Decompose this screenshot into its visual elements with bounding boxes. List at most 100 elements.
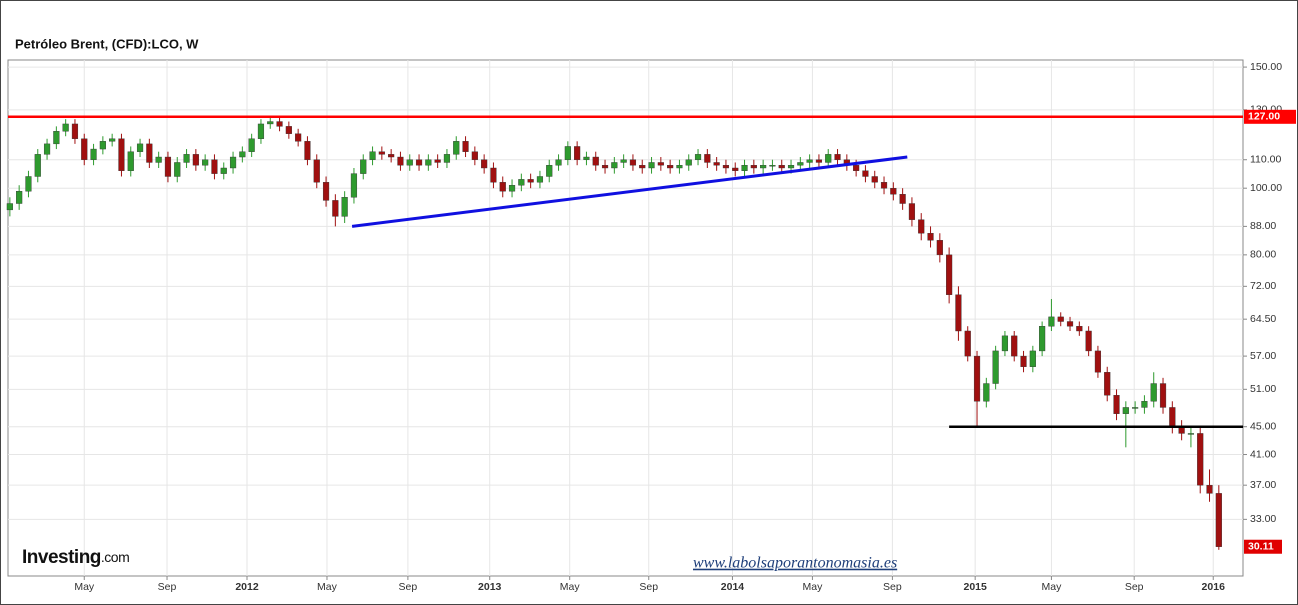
candle-body xyxy=(946,254,953,295)
candle-body xyxy=(1215,493,1222,547)
candle-body xyxy=(53,131,60,145)
candle-body xyxy=(1122,407,1129,414)
y-tick-label: 100.00 xyxy=(1250,182,1282,194)
candle-body xyxy=(127,151,134,171)
candle-body xyxy=(639,165,646,169)
x-tick-label: May xyxy=(560,581,581,593)
candle-body xyxy=(239,151,246,158)
candle-body xyxy=(880,182,888,189)
candle-body xyxy=(118,138,125,171)
candle-body xyxy=(583,156,590,160)
candle-body xyxy=(564,146,571,160)
y-tick-label: 45.00 xyxy=(1250,420,1276,432)
candle-body xyxy=(453,141,460,155)
candle-body xyxy=(202,159,209,166)
candle-body xyxy=(713,162,720,166)
candle-body xyxy=(1187,433,1195,435)
candle-body xyxy=(1057,316,1064,322)
candle-body xyxy=(927,233,934,241)
candle-body xyxy=(778,165,785,169)
candle-body xyxy=(620,159,627,163)
candle-body xyxy=(229,156,237,169)
candle-body xyxy=(1132,407,1139,409)
x-tick-label: Sep xyxy=(639,581,658,593)
candle-body xyxy=(667,165,674,169)
candle-body xyxy=(183,154,190,163)
candle-body xyxy=(601,165,609,169)
candle-body xyxy=(546,165,553,177)
watermark: www.labolsaporantonomasia.es xyxy=(693,555,897,572)
candle-body xyxy=(787,165,795,169)
candle-body xyxy=(871,176,878,183)
y-tick-label: 41.00 xyxy=(1250,448,1276,460)
candle-body xyxy=(369,151,376,160)
candle-body xyxy=(1094,350,1102,373)
candle-body xyxy=(769,165,776,167)
candle-body xyxy=(955,294,962,332)
candle-body xyxy=(508,185,516,192)
candle-body xyxy=(34,154,41,177)
candle-body xyxy=(81,138,88,160)
candle-body xyxy=(90,148,97,160)
candle-body xyxy=(434,159,441,163)
candle-body xyxy=(71,123,79,139)
candle-body xyxy=(648,162,655,169)
x-tick-label: 2014 xyxy=(721,581,745,593)
x-tick-label: May xyxy=(1042,581,1063,593)
candle-body xyxy=(109,138,116,142)
y-tick-label: 150.00 xyxy=(1250,61,1282,73)
candle-body xyxy=(25,176,32,192)
candle-body xyxy=(406,159,413,166)
y-tick-label: 64.50 xyxy=(1250,313,1276,325)
candle-body xyxy=(378,151,385,155)
candle-body xyxy=(1141,401,1148,408)
candle-body xyxy=(481,159,488,169)
candle-body xyxy=(741,165,748,171)
candle-body xyxy=(918,219,925,234)
candle-body xyxy=(1104,372,1111,396)
x-tick-label: Sep xyxy=(158,581,177,593)
y-tick-label: 110.00 xyxy=(1250,154,1281,166)
candle-body xyxy=(750,165,757,169)
candle-body xyxy=(704,154,711,163)
candle-body xyxy=(834,154,841,160)
candle-body xyxy=(992,350,999,384)
candle-body xyxy=(313,159,320,183)
y-tick-label: 57.00 xyxy=(1250,350,1276,362)
candle-body xyxy=(6,203,13,211)
x-tick-label: 2012 xyxy=(235,581,259,593)
candle-body xyxy=(146,143,153,163)
last-price-box xyxy=(1244,539,1282,554)
y-tick-label: 51.00 xyxy=(1250,383,1276,395)
candle-body xyxy=(574,146,581,160)
candle-body xyxy=(462,141,469,152)
candle-body xyxy=(657,162,664,166)
candle-body xyxy=(1159,383,1167,408)
x-tick-label: Sep xyxy=(399,581,418,593)
candle-body xyxy=(732,167,739,171)
candle-body xyxy=(360,159,367,174)
logo: Investing.com xyxy=(22,547,129,568)
candle-body xyxy=(1169,407,1176,427)
x-tick-label: Sep xyxy=(883,581,902,593)
candle-body xyxy=(592,156,599,166)
candle-body xyxy=(220,167,227,174)
candle-body xyxy=(676,165,683,169)
candle-body xyxy=(1197,433,1204,486)
candle-body xyxy=(295,133,302,142)
candle-body xyxy=(973,355,981,402)
x-tick-label: 2013 xyxy=(478,581,502,593)
chart-title: Petróleo Brent, (CFD):LCO, W xyxy=(15,36,199,51)
candle-body xyxy=(1066,321,1074,327)
candle-body xyxy=(211,159,218,174)
y-tick-label: 72.00 xyxy=(1250,280,1276,292)
candle-body xyxy=(443,154,451,163)
candle-body xyxy=(1113,395,1120,414)
candle-body xyxy=(174,162,181,177)
candle-body xyxy=(518,179,525,186)
candle-body xyxy=(276,121,283,127)
candle-body xyxy=(350,173,358,198)
candle-body xyxy=(267,121,274,125)
candle-body xyxy=(136,143,144,152)
